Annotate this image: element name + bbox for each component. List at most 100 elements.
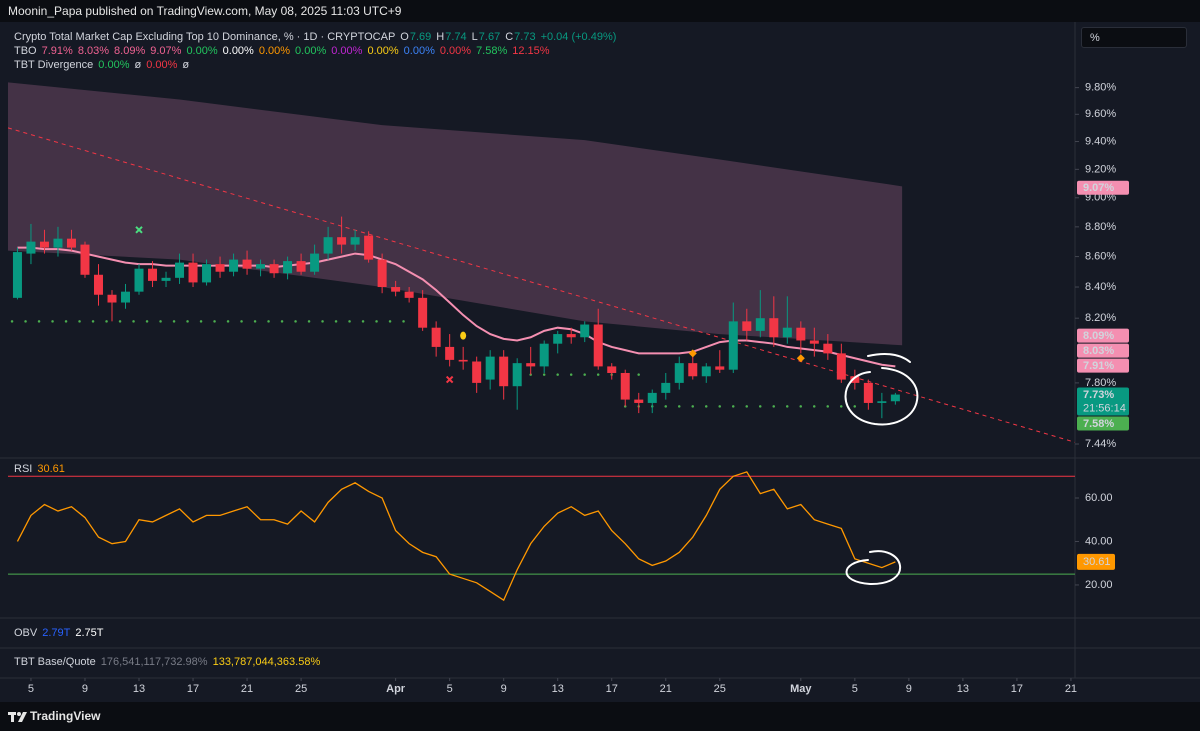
- candle-body: [593, 324, 603, 367]
- y-tick-label: 8.40%: [1085, 281, 1116, 293]
- price-badge-label: 8.03%: [1083, 345, 1114, 357]
- candle-body: [256, 264, 266, 269]
- x-tick-label: 21: [660, 683, 672, 695]
- x-tick-label: 13: [133, 683, 145, 695]
- price-badge-label: 7.73%: [1083, 389, 1114, 401]
- candle-body: [580, 324, 590, 338]
- brand: TradingView: [30, 709, 101, 723]
- x-tick-label: 21: [241, 683, 253, 695]
- candle-body: [26, 241, 36, 254]
- indicator-value: 0.00%: [403, 45, 435, 57]
- candle-body: [269, 264, 279, 274]
- x-tick-label: 13: [552, 683, 564, 695]
- candle-body: [512, 363, 522, 387]
- indicator-value: ø: [182, 59, 190, 71]
- price-badge-label: 8.09%: [1083, 330, 1114, 342]
- x-tick-label: 9: [82, 683, 88, 695]
- candle-body: [418, 297, 428, 328]
- y-tick-label: 9.40%: [1085, 135, 1116, 147]
- annotation-circle: [845, 550, 901, 586]
- footer: TradingView: [0, 702, 1200, 731]
- symbol-legend: Crypto Total Market Cap Excluding Top 10…: [14, 30, 621, 44]
- candle-body: [688, 363, 698, 377]
- y-tick-label: 40.00: [1085, 535, 1113, 547]
- candle-body: [485, 356, 495, 380]
- y-tick-label: 60.00: [1085, 492, 1113, 504]
- candle-body: [12, 252, 22, 298]
- x-tick-label: 25: [714, 683, 726, 695]
- candle-body: [242, 259, 252, 269]
- candle-body: [850, 376, 860, 383]
- scale-button[interactable]: %: [1081, 27, 1187, 48]
- rsi-value: 30.61: [37, 463, 65, 475]
- hand-drawn-annotation: [844, 353, 919, 586]
- indicator-value: ø: [134, 59, 142, 71]
- rsi-title: RSI: [14, 463, 33, 475]
- candle-body: [661, 382, 671, 393]
- candle-body: [188, 262, 198, 283]
- candle-body: [647, 392, 657, 403]
- pane-legend: TBT Base/Quote 176,541,117,732.98% 133,787…: [14, 655, 325, 669]
- y-tick-label: 9.80%: [1085, 82, 1116, 94]
- pane-value: 133,787,044,363.58%: [212, 656, 321, 668]
- pane-value: 2.79T: [42, 627, 71, 639]
- x-tick-label: 9: [501, 683, 507, 695]
- candle-body: [539, 343, 549, 367]
- candle-body: [458, 359, 468, 362]
- candle-body: [215, 264, 225, 272]
- price-badge-label: 7.58%: [1083, 418, 1114, 430]
- candle-body: [836, 353, 846, 380]
- indicator-legend: TBT Divergence 0.00% ø 0.00% ø: [14, 58, 194, 72]
- indicator-name: TBO: [14, 45, 37, 57]
- annotation-circle: [844, 367, 919, 426]
- candle-body: [175, 262, 185, 278]
- change: +0.04 (+0.49%): [540, 31, 617, 43]
- candle-body: [350, 237, 360, 245]
- indicator-value: 7.91%: [41, 45, 73, 57]
- candle-body: [796, 327, 806, 341]
- candle-body: [526, 363, 536, 367]
- candle-body: [161, 277, 171, 281]
- pane-name: TBT Base/Quote: [14, 656, 96, 668]
- indicator-value: 9.07%: [150, 45, 182, 57]
- price-pane: [8, 82, 1075, 443]
- price-badge: [1077, 358, 1129, 373]
- price-badge: [1077, 180, 1129, 195]
- signal-dot: [460, 331, 467, 340]
- rsi-line: [16, 471, 896, 602]
- rsi-pane: [8, 471, 1075, 602]
- indicator-value: 0.00%: [98, 59, 130, 71]
- logo: [8, 712, 27, 722]
- candle-body: [202, 264, 212, 283]
- candle-body: [728, 321, 738, 370]
- candle-body: [890, 394, 900, 402]
- rsi-legend: RSI 30.61: [14, 462, 70, 476]
- indicator-value: 12.15%: [512, 45, 550, 57]
- price-badge: [1077, 387, 1129, 416]
- rsi-badge: [1077, 553, 1115, 570]
- pane-name: OBV: [14, 627, 38, 639]
- ohlc-value: 7.73: [514, 31, 536, 43]
- x-tick-label: 17: [187, 683, 199, 695]
- candle-body: [66, 238, 76, 248]
- candle-body: [148, 268, 158, 281]
- indicator-value: 0.00%: [258, 45, 291, 57]
- y-tick-label: 8.20%: [1085, 312, 1116, 324]
- candle-body: [782, 327, 792, 338]
- indicator-value: 0.00%: [295, 45, 327, 57]
- signal-cross: [445, 375, 454, 384]
- candle-body: [566, 334, 576, 338]
- x-tick-label: May: [790, 683, 812, 695]
- candle-body: [404, 291, 414, 298]
- y-tick-label: 8.60%: [1085, 250, 1116, 262]
- indicator-value: 8.09%: [114, 45, 146, 57]
- x-tick-label: 25: [295, 683, 307, 695]
- x-tick-label: 5: [447, 683, 453, 695]
- signal-cross: [135, 226, 143, 234]
- candle-body: [674, 363, 684, 383]
- y-tick-label: 7.44%: [1085, 438, 1116, 450]
- x-tick-label: 17: [606, 683, 618, 695]
- indicator-value: 0.00%: [146, 59, 178, 71]
- indicator-value: 7.58%: [476, 45, 508, 57]
- ohlc-value: 7.74: [445, 31, 467, 43]
